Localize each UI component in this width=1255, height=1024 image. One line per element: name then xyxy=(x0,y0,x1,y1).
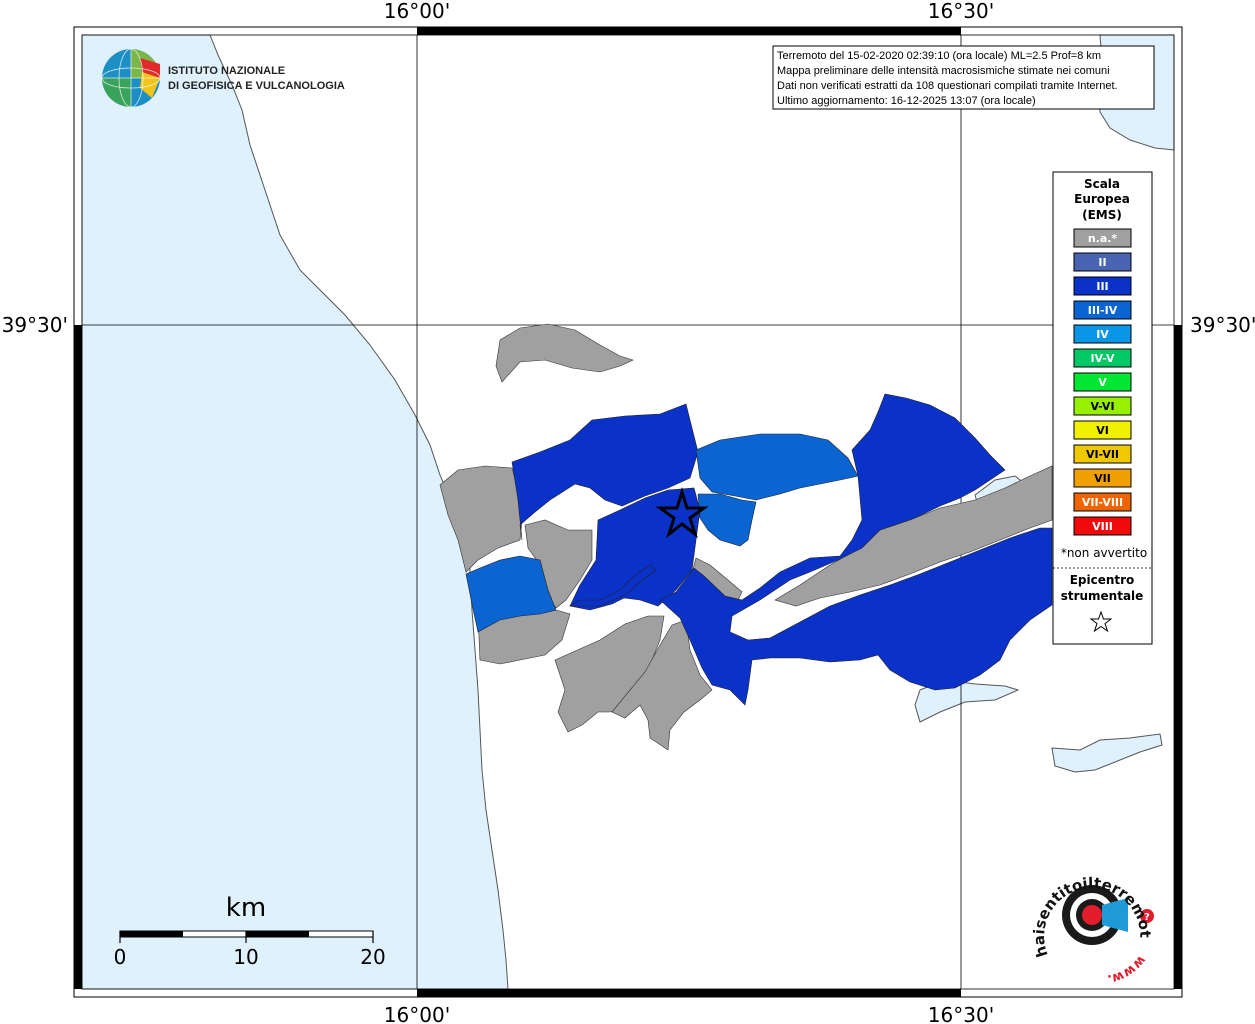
ingv-logo: ISTITUTO NAZIONALE DI GEOFISICA E VULCAN… xyxy=(101,48,345,108)
legend-epicenter-1: Epicentro xyxy=(1070,573,1135,587)
legend-label: VII xyxy=(1094,472,1111,485)
lat-label-left: 39°30' xyxy=(2,313,68,337)
legend-star-icon xyxy=(1089,610,1113,633)
legend-footnote: *non avvertito xyxy=(1061,546,1147,560)
legend-label: VI xyxy=(1096,424,1109,437)
legend-swatch xyxy=(1073,516,1132,536)
legend-label: IV xyxy=(1096,328,1109,341)
legend-swatch xyxy=(1073,468,1132,488)
municipalities-iii xyxy=(511,393,1053,706)
legend-label: VII-VIII xyxy=(1082,496,1123,509)
scale-bar: km 0 10 20 xyxy=(114,893,386,969)
epicenter-star xyxy=(655,486,709,539)
lon-label-top-2: 16°30' xyxy=(928,0,994,23)
lon-label-top-1: 16°00' xyxy=(384,0,450,23)
legend-label: V-VI xyxy=(1090,400,1114,413)
legend-label: III xyxy=(1096,280,1108,293)
legend-label: VIII xyxy=(1092,520,1113,533)
legend-label: III-IV xyxy=(1088,304,1118,317)
info-box: Terremoto del 15-02-2020 02:39:10 (ora l… xyxy=(772,45,1155,110)
municipalities-iii-iv xyxy=(465,433,859,633)
lat-label-right: 39°30' xyxy=(1190,313,1255,337)
scale-unit: km xyxy=(226,893,266,923)
legend-swatch xyxy=(1073,372,1132,392)
scale-tick-10: 10 xyxy=(233,945,258,969)
legend-label: n.a.* xyxy=(1088,232,1118,245)
legend-swatch xyxy=(1073,276,1132,296)
info-line-4: Ultimo aggiornamento: 16-12-2025 13:07 (… xyxy=(777,95,1036,107)
logo-line-2: DI GEOFISICA E VULCANOLOGIA xyxy=(168,80,345,92)
info-line-2: Mappa preliminare delle intensità macros… xyxy=(777,65,1110,77)
legend-swatch xyxy=(1073,444,1132,464)
legend-swatch xyxy=(1073,228,1132,248)
legend-title-3: (EMS) xyxy=(1082,208,1122,222)
legend-title-2: Europea xyxy=(1074,192,1130,206)
legend-swatch xyxy=(1073,300,1132,320)
legend-label: V xyxy=(1098,376,1107,389)
legend-label: VI-VII xyxy=(1086,448,1119,461)
lon-label-bottom-2: 16°30' xyxy=(928,1003,994,1024)
info-line-3: Dati non verificati estratti da 108 ques… xyxy=(777,80,1118,92)
lon-label-bottom-1: 16°00' xyxy=(384,1003,450,1024)
legend-label: IV-V xyxy=(1090,352,1115,365)
legend-swatch xyxy=(1073,252,1132,272)
legend-swatch xyxy=(1073,324,1132,344)
legend-swatch xyxy=(1073,492,1132,512)
lake-2 xyxy=(1051,733,1163,773)
scale-tick-20: 20 xyxy=(360,945,385,969)
frame-ticks xyxy=(74,27,1182,997)
svg-text:?: ? xyxy=(1144,912,1150,923)
municipalities-na xyxy=(439,323,1053,751)
legend: Scala Europea (EMS) n.a.*IIIIIIII-IVIVIV… xyxy=(1052,171,1153,645)
legend-epicenter-2: strumentale xyxy=(1061,589,1144,603)
legend-swatch xyxy=(1073,348,1132,368)
legend-label: II xyxy=(1098,256,1106,269)
scale-tick-0: 0 xyxy=(114,945,127,969)
logo-line-1: ISTITUTO NAZIONALE xyxy=(168,65,285,77)
legend-swatch xyxy=(1073,396,1132,416)
legend-title-1: Scala xyxy=(1084,177,1120,191)
legend-swatch xyxy=(1073,420,1132,440)
info-line-1: Terremoto del 15-02-2020 02:39:10 (ora l… xyxy=(777,50,1101,62)
